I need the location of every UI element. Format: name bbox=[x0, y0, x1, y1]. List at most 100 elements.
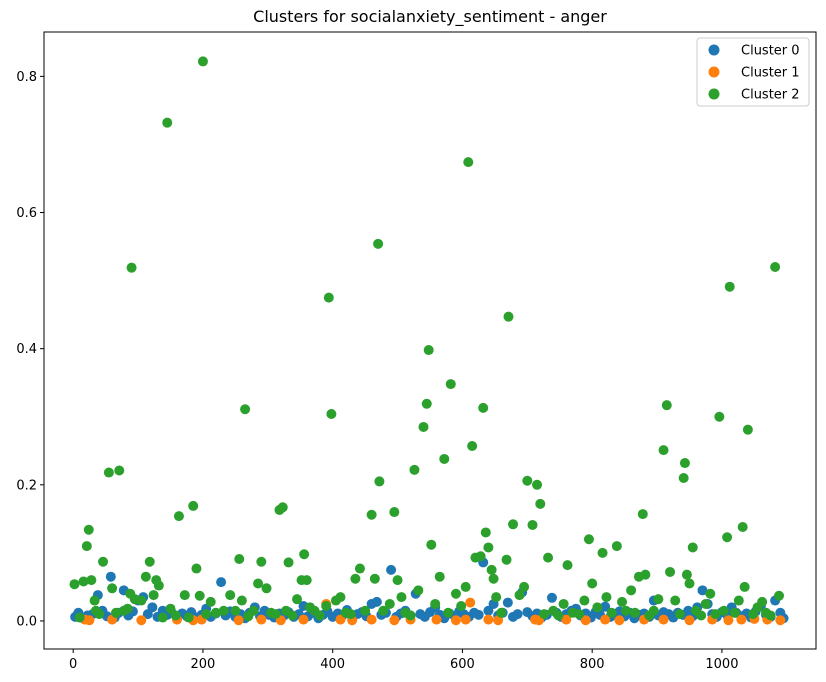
point-cluster-1-30 bbox=[658, 614, 669, 625]
point-cluster-2-161 bbox=[718, 605, 729, 616]
point-cluster-2-118 bbox=[535, 498, 546, 509]
point-cluster-2-64 bbox=[321, 600, 332, 611]
point-cluster-0-86 bbox=[483, 605, 494, 616]
point-cluster-1-37 bbox=[775, 615, 786, 626]
point-cluster-2-143 bbox=[648, 605, 659, 616]
point-cluster-2-86 bbox=[413, 585, 424, 596]
x-axis: 0 200 400 600 800 1000 bbox=[69, 649, 738, 672]
y-tick-label: 0.4 bbox=[16, 342, 37, 357]
point-cluster-2-138 bbox=[630, 607, 640, 618]
point-cluster-0-31 bbox=[216, 577, 227, 588]
point-cluster-1-28 bbox=[614, 615, 625, 626]
point-cluster-2-28 bbox=[170, 610, 181, 621]
point-cluster-2-46 bbox=[248, 605, 259, 616]
point-cluster-2-152 bbox=[681, 569, 692, 580]
x-tick-label: 0 bbox=[69, 657, 77, 672]
point-cluster-1-26 bbox=[580, 615, 591, 626]
point-cluster-2-47 bbox=[253, 578, 264, 589]
point-cluster-1-1 bbox=[84, 615, 95, 626]
point-cluster-2-27 bbox=[165, 603, 176, 614]
point-cluster-1-25 bbox=[561, 614, 572, 625]
point-cluster-2-166 bbox=[737, 522, 748, 533]
point-cluster-2-140 bbox=[637, 509, 648, 520]
point-cluster-2-25 bbox=[157, 612, 168, 623]
point-cluster-2-133 bbox=[606, 607, 617, 618]
legend-label-cluster-2: Cluster 2 bbox=[741, 88, 800, 103]
point-cluster-2-109 bbox=[496, 607, 507, 618]
point-cluster-2-53 bbox=[277, 502, 288, 513]
point-cluster-0-17 bbox=[147, 602, 158, 613]
point-cluster-2-60 bbox=[301, 575, 312, 586]
point-cluster-2-114 bbox=[519, 581, 530, 592]
point-cluster-2-26 bbox=[162, 117, 173, 128]
legend-marker-cluster-1 bbox=[708, 66, 720, 78]
point-cluster-0-99 bbox=[546, 592, 557, 603]
point-cluster-2-159 bbox=[710, 609, 721, 620]
point-cluster-2-150 bbox=[678, 473, 689, 483]
x-tick-label: 1000 bbox=[705, 657, 738, 672]
point-cluster-2-20 bbox=[140, 571, 151, 582]
point-cluster-2-1 bbox=[74, 612, 85, 623]
point-cluster-2-8 bbox=[94, 609, 105, 620]
point-cluster-1-31 bbox=[684, 615, 695, 626]
point-cluster-2-31 bbox=[183, 612, 194, 623]
point-cluster-2-92 bbox=[434, 571, 445, 582]
point-cluster-2-10 bbox=[103, 467, 114, 478]
chart-title: Clusters for socialanxiety_sentiment - a… bbox=[253, 7, 607, 27]
point-cluster-2-113 bbox=[514, 590, 525, 601]
y-tick-label: 0.8 bbox=[16, 70, 37, 85]
plot-frame bbox=[43, 31, 817, 650]
point-cluster-2-78 bbox=[378, 605, 389, 616]
point-cluster-1-7 bbox=[233, 615, 244, 626]
point-cluster-2-173 bbox=[765, 610, 776, 621]
point-cluster-2-85 bbox=[409, 464, 420, 475]
point-cluster-2-82 bbox=[396, 592, 407, 603]
point-cluster-2-5 bbox=[86, 575, 97, 586]
point-cluster-2-102 bbox=[475, 551, 486, 562]
point-cluster-2-120 bbox=[543, 552, 554, 563]
point-cluster-2-174 bbox=[770, 261, 781, 272]
point-cluster-2-51 bbox=[270, 609, 281, 620]
point-cluster-2-107 bbox=[488, 573, 499, 584]
point-cluster-2-162 bbox=[722, 532, 733, 543]
point-cluster-2-104 bbox=[480, 527, 491, 538]
legend-box bbox=[696, 37, 810, 107]
point-cluster-0-90 bbox=[502, 597, 513, 608]
point-cluster-1-18 bbox=[450, 615, 461, 626]
point-cluster-2-74 bbox=[366, 509, 377, 520]
point-cluster-2-49 bbox=[261, 583, 272, 594]
point-cluster-0-110 bbox=[600, 601, 611, 612]
point-cluster-2-24 bbox=[153, 580, 164, 591]
legend-marker-cluster-0 bbox=[708, 44, 720, 56]
point-cluster-2-145 bbox=[658, 445, 669, 456]
point-cluster-2-153 bbox=[684, 578, 695, 589]
point-cluster-2-94 bbox=[443, 607, 454, 618]
point-cluster-2-129 bbox=[587, 578, 598, 589]
point-cluster-2-21 bbox=[144, 556, 155, 567]
point-cluster-2-89 bbox=[423, 345, 434, 356]
point-cluster-2-106 bbox=[486, 564, 497, 575]
point-cluster-2-144 bbox=[653, 594, 664, 605]
point-cluster-2-22 bbox=[148, 590, 159, 601]
point-cluster-2-75 bbox=[369, 573, 380, 584]
point-cluster-2-171 bbox=[757, 596, 768, 607]
point-cluster-2-63 bbox=[314, 610, 325, 621]
point-cluster-2-29 bbox=[173, 511, 184, 522]
point-cluster-2-84 bbox=[405, 610, 416, 621]
point-cluster-2-108 bbox=[491, 592, 502, 603]
point-cluster-1-34 bbox=[736, 614, 747, 625]
point-cluster-0-66 bbox=[386, 564, 397, 575]
point-cluster-2-137 bbox=[626, 585, 637, 596]
point-cluster-0-92 bbox=[512, 609, 523, 620]
point-cluster-2-32 bbox=[188, 500, 199, 511]
point-cluster-2-103 bbox=[478, 402, 489, 413]
point-cluster-2-17 bbox=[126, 262, 137, 273]
point-cluster-2-88 bbox=[421, 398, 432, 409]
point-cluster-2-59 bbox=[299, 549, 310, 560]
point-cluster-1-3 bbox=[136, 615, 147, 626]
points-layer bbox=[69, 56, 789, 626]
point-cluster-2-98 bbox=[460, 581, 471, 592]
y-tick-label: 0.2 bbox=[16, 478, 37, 493]
point-cluster-2-110 bbox=[501, 554, 512, 565]
